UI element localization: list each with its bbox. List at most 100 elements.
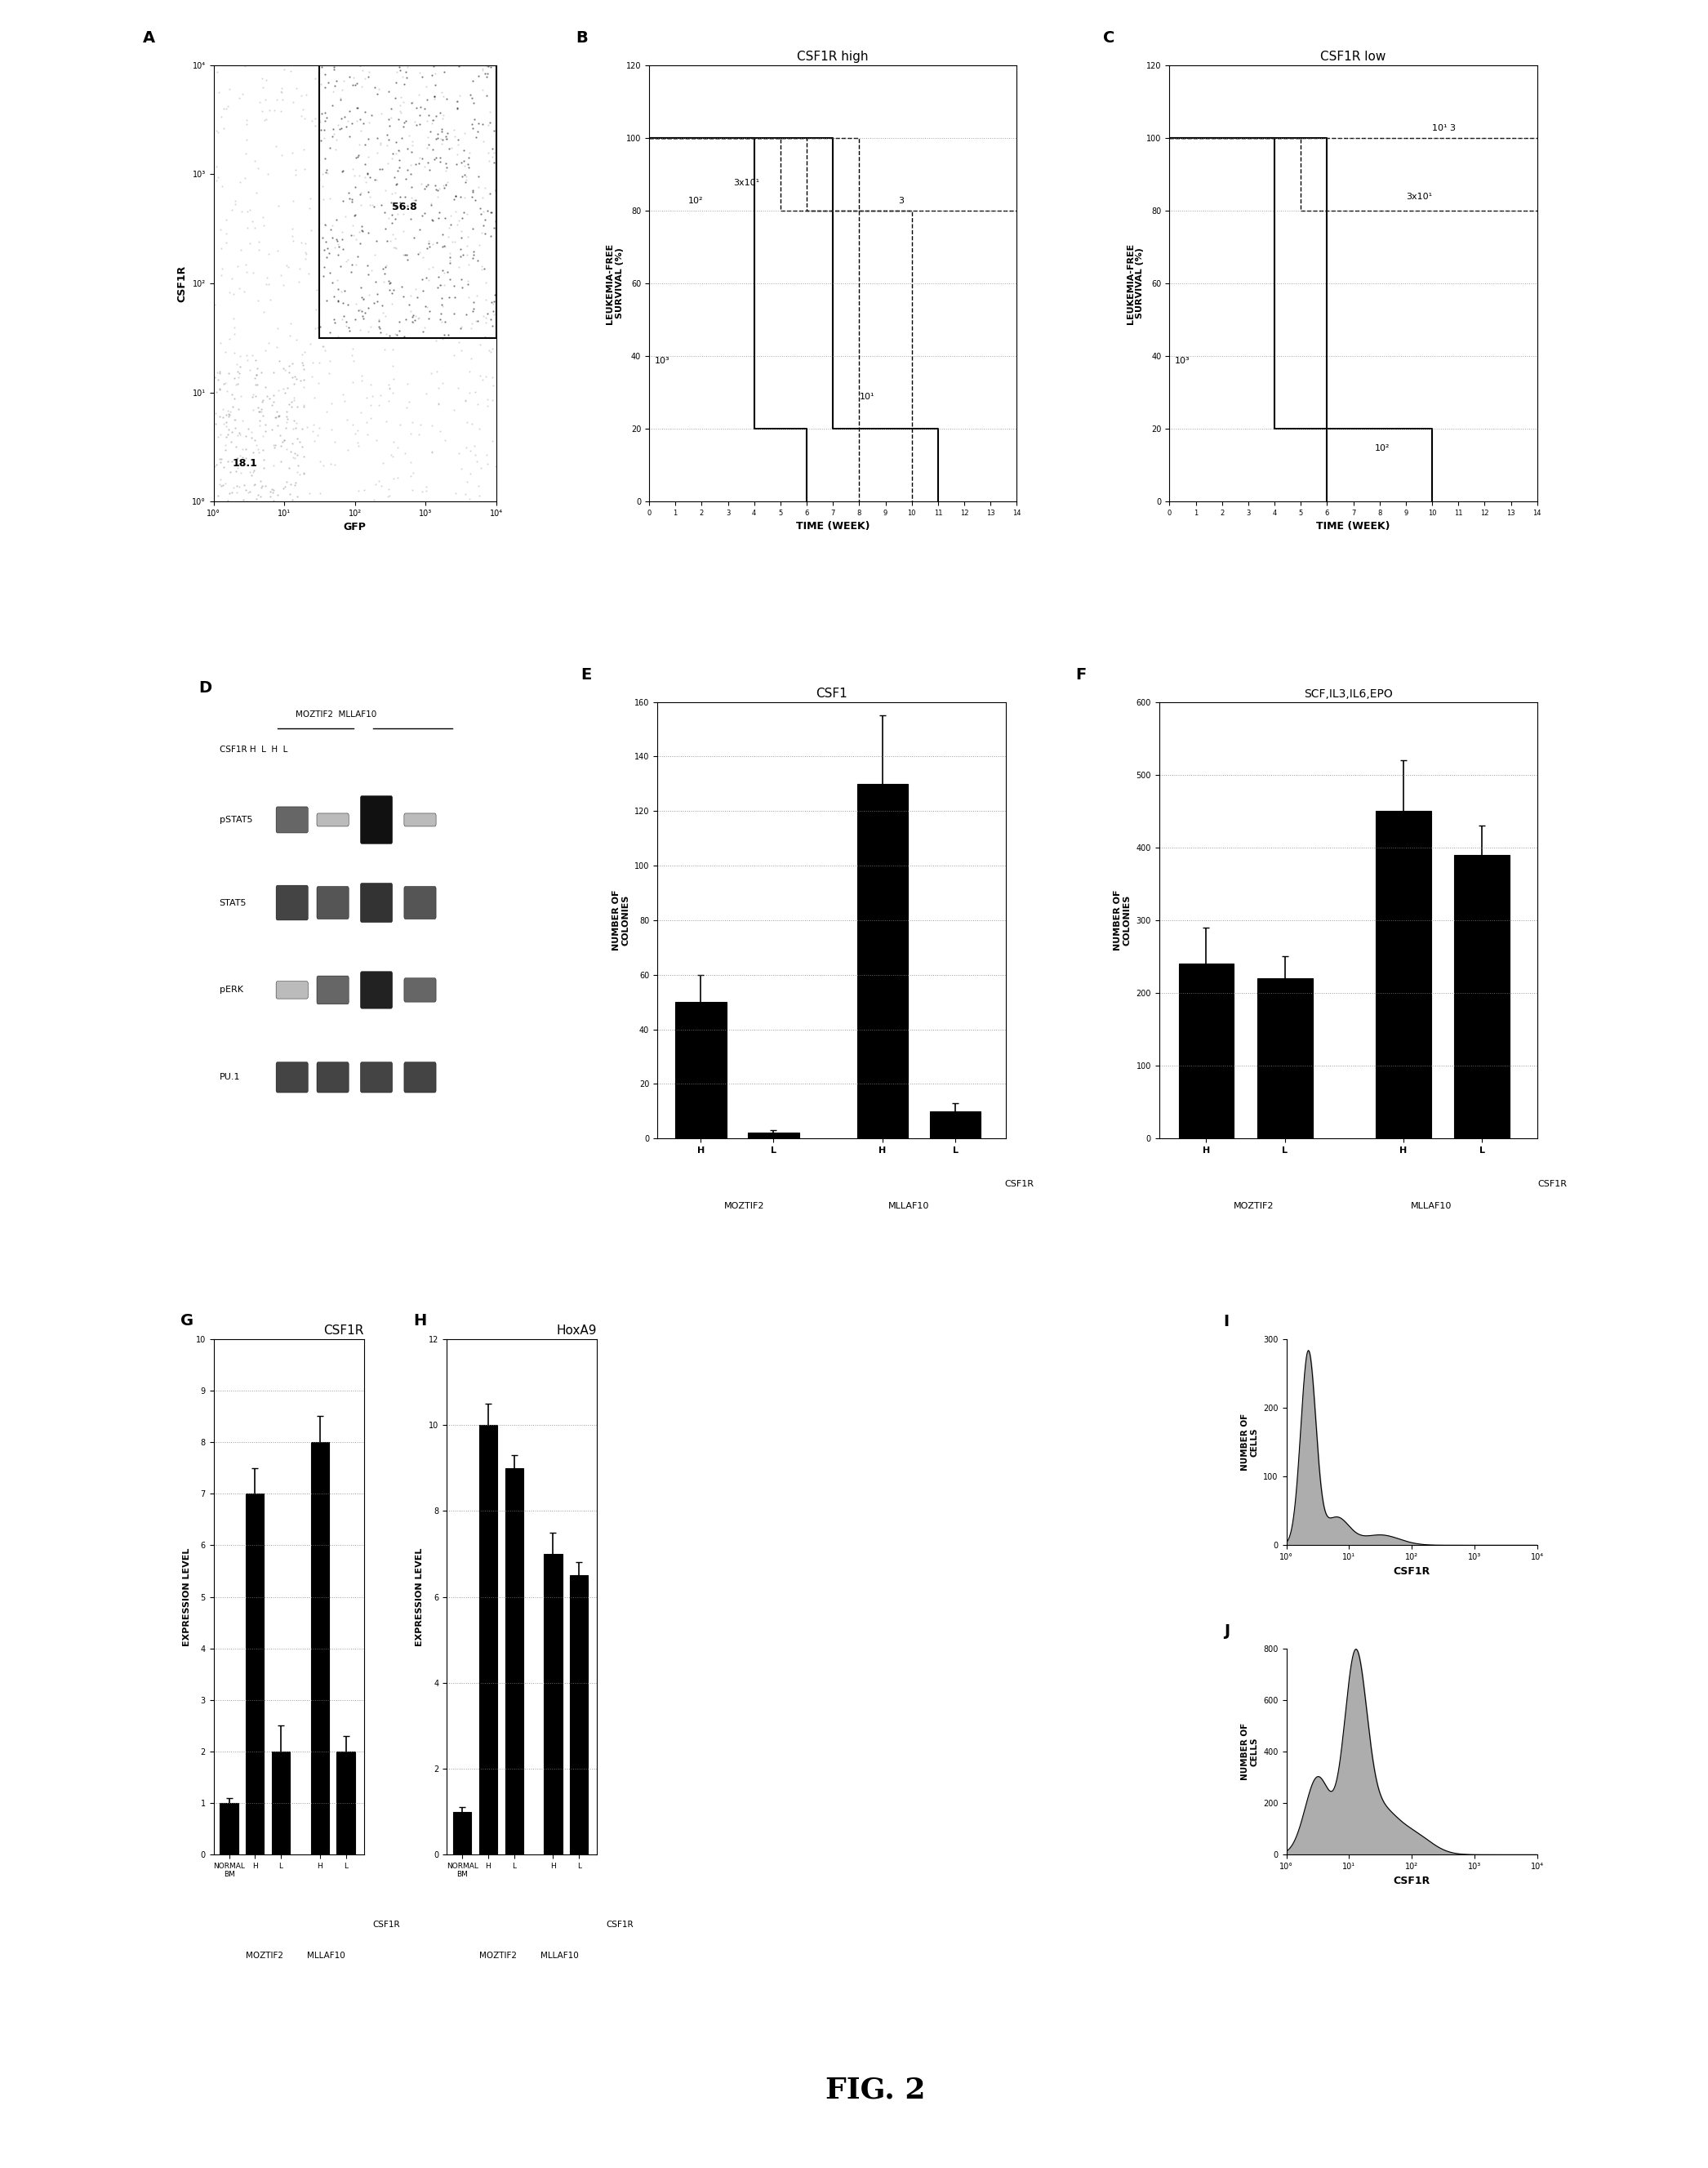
Point (280, 403, 307, 438)
Point (377, 275, 405, 310)
Point (366, 464, 393, 499)
Point (231, 160, 258, 195)
Point (333, 243, 360, 278)
Point (214, 397, 241, 431)
Point (396, 295, 424, 330)
Point (471, 202, 499, 236)
Point (347, 113, 374, 147)
Point (316, 256, 343, 291)
Point (236, 193, 263, 228)
Point (290, 371, 318, 405)
Text: 18.1: 18.1 (232, 457, 258, 468)
Point (239, 256, 266, 291)
Point (319, 221, 347, 256)
Point (234, 343, 261, 377)
Point (395, 189, 422, 223)
Point (436, 210, 463, 245)
Point (220, 317, 248, 351)
Point (477, 195, 504, 230)
Point (381, 273, 408, 308)
Point (289, 412, 316, 447)
Point (222, 366, 249, 401)
Point (480, 145, 507, 180)
Point (321, 117, 348, 152)
Point (246, 223, 273, 258)
Point (202, 449, 229, 483)
Point (302, 293, 330, 327)
Point (263, 128, 290, 163)
Point (323, 121, 350, 156)
Point (215, 416, 243, 451)
Point (261, 399, 289, 434)
Point (328, 154, 355, 189)
Text: 56.8: 56.8 (391, 202, 417, 212)
Point (475, 297, 502, 332)
Point (415, 251, 442, 286)
Point (215, 275, 243, 310)
Point (369, 251, 396, 286)
Point (215, 412, 243, 447)
Point (400, 85, 427, 119)
Point (239, 204, 266, 238)
Text: MOZTIF2: MOZTIF2 (724, 1201, 765, 1210)
Point (364, 121, 391, 156)
Point (289, 225, 316, 260)
Point (377, 197, 405, 232)
Point (231, 468, 258, 503)
Point (347, 269, 374, 304)
Point (364, 223, 391, 258)
Point (376, 371, 403, 405)
Point (207, 325, 234, 360)
Point (432, 145, 459, 180)
Point (268, 425, 295, 460)
Point (407, 89, 434, 124)
Point (412, 150, 439, 184)
Point (458, 312, 485, 347)
Point (482, 204, 509, 238)
Point (328, 74, 355, 108)
Point (357, 310, 384, 345)
Point (316, 343, 343, 377)
Point (381, 230, 408, 264)
Point (328, 223, 355, 258)
Point (289, 347, 316, 382)
Point (366, 152, 393, 186)
Point (473, 358, 500, 392)
Point (347, 178, 374, 212)
Point (290, 152, 318, 186)
Point (395, 243, 422, 278)
Point (280, 412, 307, 447)
Point (224, 447, 251, 481)
Point (463, 444, 490, 479)
Point (408, 141, 436, 176)
Point (413, 145, 441, 180)
Point (277, 319, 304, 353)
Point (248, 470, 275, 505)
Point (444, 137, 471, 171)
FancyBboxPatch shape (277, 1062, 307, 1093)
Point (454, 147, 482, 182)
Point (478, 332, 506, 366)
Point (412, 69, 439, 104)
Point (319, 89, 347, 124)
Point (270, 371, 297, 405)
Point (318, 212, 345, 247)
Point (454, 247, 482, 282)
Point (266, 258, 294, 293)
Text: MOZTIF2: MOZTIF2 (1233, 1201, 1274, 1210)
Point (214, 410, 241, 444)
Point (468, 215, 495, 249)
Point (236, 455, 263, 490)
Point (342, 197, 369, 232)
Point (237, 442, 265, 477)
Point (215, 356, 243, 390)
Point (381, 186, 408, 221)
Point (319, 280, 347, 314)
Point (335, 288, 362, 323)
Point (241, 143, 268, 178)
Text: B: B (576, 30, 588, 46)
Point (367, 314, 395, 349)
Point (393, 390, 420, 425)
Point (266, 343, 294, 377)
X-axis label: CSF1R: CSF1R (1394, 1565, 1430, 1576)
